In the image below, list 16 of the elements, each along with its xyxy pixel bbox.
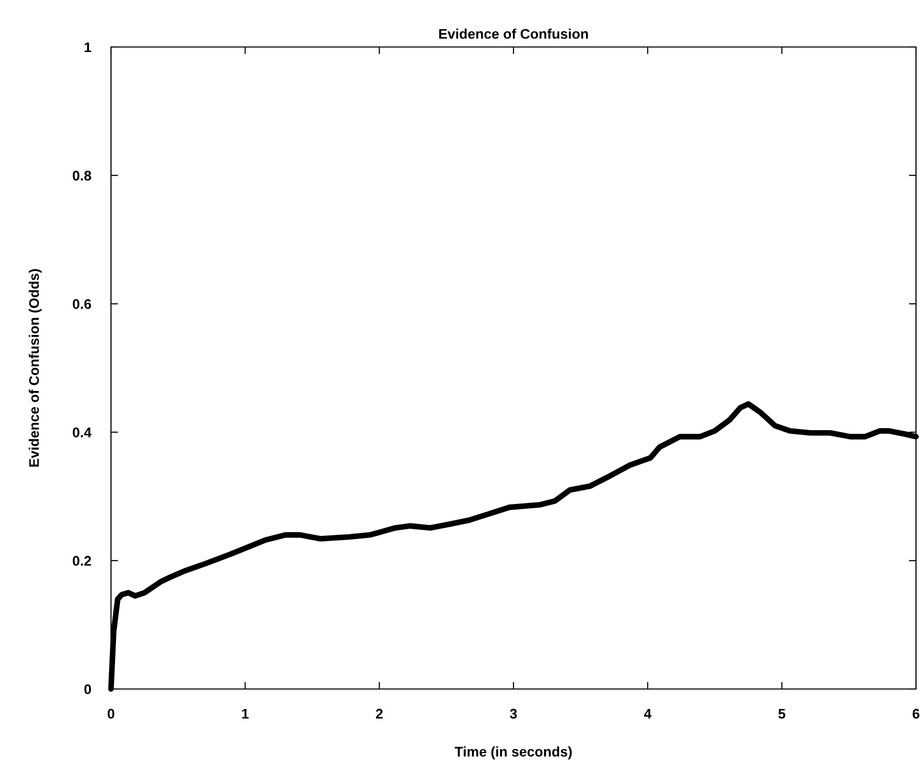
x-tick-label: 5 [778,708,786,719]
y-tick-label: 0.6 [72,299,92,309]
x-tick-label: 3 [510,708,517,719]
chart-title: Evidence of Confusion [439,28,588,39]
y-axis-title: Evidence of Confusion (Odds) [28,269,42,467]
x-tick-label: 6 [912,708,920,719]
x-tick-label: 4 [644,708,652,719]
x-tick-label: 1 [242,708,249,719]
x-tick-label: 2 [376,708,383,719]
y-tick-label: 0.2 [72,556,91,566]
x-axis-title: Time (in seconds) [454,746,572,760]
y-tick-label: 0.4 [72,428,92,438]
x-tick-label: 0 [108,708,114,719]
y-tick-label: 0 [84,684,91,694]
y-tick-label: 1 [84,42,92,52]
y-tick-label: 0.8 [72,170,92,181]
